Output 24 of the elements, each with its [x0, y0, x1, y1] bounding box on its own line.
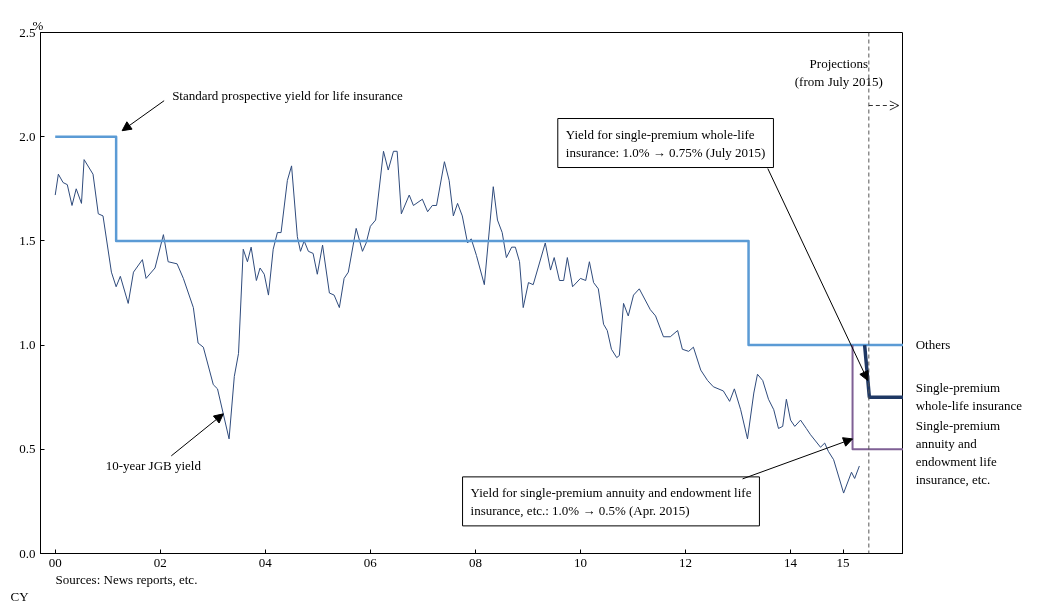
- x-tick-label: 06: [363, 554, 378, 570]
- y-tick-label: 1.5: [19, 232, 36, 248]
- y-tick-label: 2.0: [19, 128, 36, 144]
- annotation: Standard prospective yield for life insurance: [172, 88, 404, 104]
- x-tick-label: 02: [153, 554, 167, 570]
- annotation: 10-year JGB yield: [105, 458, 202, 474]
- y-tick-label: 0.0: [19, 545, 36, 561]
- x-tick-label: 14: [784, 554, 798, 570]
- annotation: Yield for single-premium annuity and endowment life insurance, etc.: 1.0% → 0.5% (Apr. 2015): [470, 484, 752, 518]
- x-tick-label: 00: [48, 554, 62, 570]
- x-axis-title: CY: [10, 588, 30, 604]
- source-note: Sources: News reports, etc.: [55, 571, 198, 587]
- ref-line-label: Projections (from July 2015): [794, 56, 883, 89]
- y-tick-label: 0.5: [19, 441, 36, 457]
- series-label: Single-premium annuity and endowment life insurance, etc.: [915, 418, 1001, 488]
- series-label: Single-premium whole-life insurance: [915, 380, 1023, 414]
- x-tick-label: 08: [468, 554, 482, 570]
- x-tick-label: 12: [679, 554, 693, 570]
- series-label: Others: [915, 336, 951, 352]
- x-tick-label: 15: [836, 554, 850, 570]
- y-tick-label: 1.0: [19, 337, 36, 353]
- x-tick-label: 04: [258, 554, 273, 570]
- annotation: Yield for single-premium whole-life insurance: 1.0% → 0.75% (July 2015): [565, 126, 766, 160]
- x-tick-label: 10: [573, 554, 587, 570]
